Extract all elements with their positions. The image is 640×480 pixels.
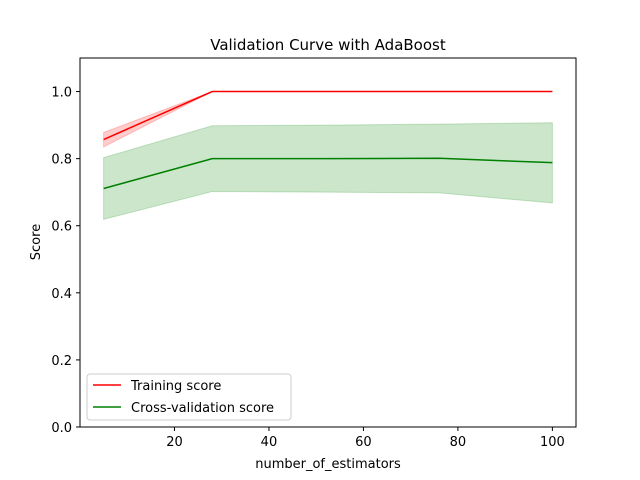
series-lines [103,90,553,190]
y-tick-label: 0.2 [51,354,72,369]
y-axis-title: Score [29,224,44,260]
y-tick-label: 0.6 [51,220,72,235]
x-tick-label: 100 [540,435,565,450]
x-tick-label: 40 [261,435,278,450]
legend-label-cross-validation: Cross-validation score [131,401,274,416]
legend-box [86,373,292,421]
y-axis-ticks: 0.0 0.2 0.4 0.6 0.8 1.0 [51,86,80,436]
x-tick-label: 60 [355,435,372,450]
line-cross-validation [103,157,553,190]
y-tick-label: 0.8 [51,153,72,168]
y-tick-label: 0.4 [51,287,72,302]
y-tick-label: 0.0 [51,421,72,436]
band-cross-validation [103,122,553,220]
x-tick-label: 20 [166,435,183,450]
legend-label-training: Training score [130,379,221,394]
x-axis-ticks: 20 40 60 80 100 [166,427,565,450]
x-axis-title: number_of_estimators [255,457,401,472]
chart-title: Validation Curve with AdaBoost [210,36,446,54]
y-tick-label: 1.0 [51,86,72,101]
line-training [103,90,553,141]
legend: Training score Cross-validation score [86,373,292,421]
x-tick-label: 80 [450,435,467,450]
plot-frame [79,57,577,428]
